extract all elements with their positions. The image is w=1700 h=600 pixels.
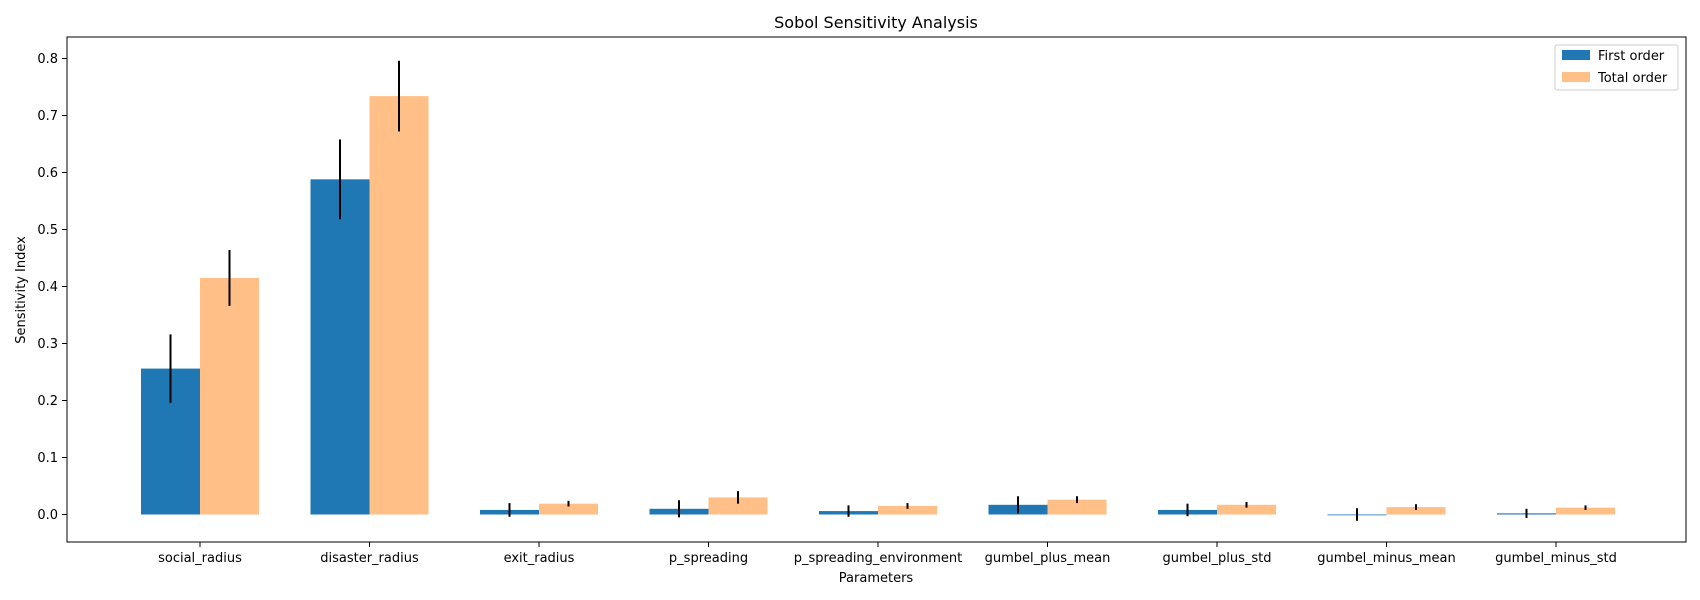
y-tick-label: 0.5 xyxy=(37,223,58,238)
y-tick-label: 0.7 xyxy=(37,109,58,124)
legend-swatch-first-order xyxy=(1562,50,1590,60)
x-tick-label-disaster_radius: disaster_radius xyxy=(320,551,419,566)
x-axis-label: Parameters xyxy=(839,571,914,586)
x-axis: social_radius disaster_radius exit_radius p… xyxy=(158,542,1617,566)
y-tick-label: 0.1 xyxy=(37,451,58,466)
plot-area xyxy=(141,60,1615,521)
y-tick-label: 0.0 xyxy=(37,508,58,523)
bar-total-order-gumbel_plus_std xyxy=(1217,504,1276,515)
x-tick-label-exit_radius: exit_radius xyxy=(504,551,575,566)
y-tick-label: 0.4 xyxy=(37,280,58,295)
chart-title: Sobol Sensitivity Analysis xyxy=(774,13,978,32)
y-axis-label: Sensitivity Index xyxy=(14,236,29,344)
bar-total-order-social_radius xyxy=(200,277,259,515)
y-tick-label: 0.3 xyxy=(37,337,58,352)
bar-total-order-exit_radius xyxy=(539,503,598,515)
bar-total-order-gumbel_plus_mean xyxy=(1047,499,1107,515)
legend-swatch-total-order xyxy=(1562,72,1590,82)
x-tick-label-gumbel_plus_mean: gumbel_plus_mean xyxy=(985,551,1111,566)
bar-total-order-gumbel_minus_mean xyxy=(1386,507,1446,515)
x-tick-label-gumbel_minus_mean: gumbel_minus_mean xyxy=(1317,551,1455,566)
x-tick-label-p_spreading: p_spreading xyxy=(669,551,748,566)
x-tick-label-gumbel_minus_std: gumbel_minus_std xyxy=(1495,551,1617,566)
legend: First order Total order xyxy=(1554,44,1679,91)
bar-total-order-gumbel_minus_std xyxy=(1556,507,1615,515)
legend-label-total-order: Total order xyxy=(1597,71,1668,86)
x-tick-label-social_radius: social_radius xyxy=(158,551,242,566)
plot-frame xyxy=(66,36,1687,543)
y-tick-label: 0.8 xyxy=(37,52,58,67)
bar-total-order-disaster_radius xyxy=(369,96,429,515)
y-tick-label: 0.2 xyxy=(37,394,58,409)
legend-label-first-order: First order xyxy=(1598,49,1665,64)
y-tick-label: 0.6 xyxy=(37,166,58,181)
bar-total-order-p_spreading_environment xyxy=(878,505,937,515)
y-axis: 0.0 0.1 0.2 0.3 0.4 0.5 0.6 0.7 0.8 xyxy=(37,52,67,523)
bar-first-order-disaster_radius xyxy=(310,179,370,515)
x-tick-label-p_spreading_environment: p_spreading_environment xyxy=(794,551,962,566)
bar-total-order-p_spreading xyxy=(708,497,768,515)
x-tick-label-gumbel_plus_std: gumbel_plus_std xyxy=(1162,551,1271,566)
